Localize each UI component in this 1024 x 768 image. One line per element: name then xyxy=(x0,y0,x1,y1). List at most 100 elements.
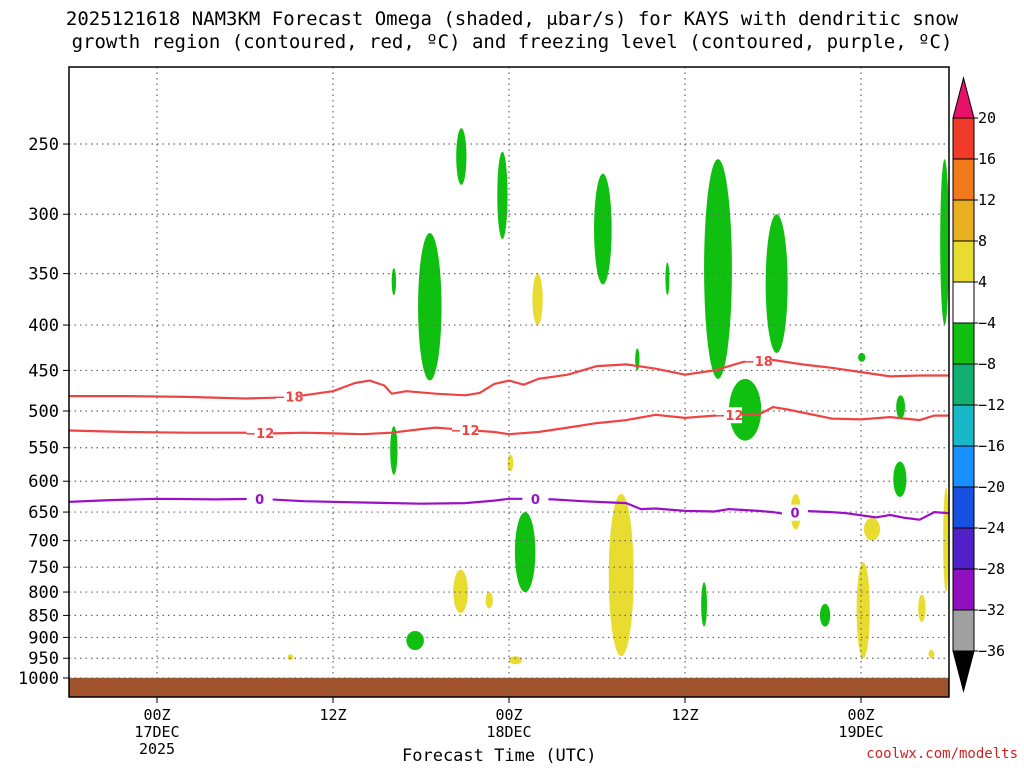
colorbar-slot-3 xyxy=(952,199,975,242)
y-tick-label-1000: 1000 xyxy=(18,669,59,689)
omega-upward-region-14 xyxy=(893,461,907,497)
omega-upward-region-16 xyxy=(701,582,707,627)
y-tick-label-900: 900 xyxy=(28,628,59,648)
y-tick-label-700: 700 xyxy=(28,532,59,552)
x-tick-sublabel-2-0: 18DEC xyxy=(486,723,531,741)
credit-text: coolwx.com/modelts xyxy=(866,746,1018,762)
contour-label-2-1: 0 xyxy=(531,493,540,508)
omega-upward-region-0 xyxy=(418,233,442,381)
x-tick-label-2: 00Z xyxy=(495,706,522,724)
x-tick-label-4: 00Z xyxy=(847,706,874,724)
colorbar-slot-4 xyxy=(952,240,975,283)
colorbar-label-9: −20 xyxy=(978,478,1005,496)
x-tick-sublabel-0-1: 2025 xyxy=(139,740,175,758)
colorbar-label-8: −16 xyxy=(978,437,1005,455)
y-tick-label-400: 400 xyxy=(28,316,59,336)
contour-label-bg-1-1 xyxy=(452,421,478,438)
contour-label-1-2: −12 xyxy=(715,409,744,424)
colorbar-label-0: 20 xyxy=(978,109,996,127)
y-tick-label-600: 600 xyxy=(28,472,59,492)
y-tick-label-950: 950 xyxy=(28,649,59,669)
omega-downward-region-29 xyxy=(928,650,935,659)
omega-downward-region-31 xyxy=(287,654,294,661)
y-tick-label-750: 750 xyxy=(28,558,59,578)
chart-title-line-2: growth region (contoured, red, ºC) and f… xyxy=(71,31,953,53)
colorbar-slot-10 xyxy=(952,486,975,529)
omega-upward-region-8 xyxy=(665,262,670,296)
x-tick-label-1: 12Z xyxy=(319,706,346,724)
colorbar-slot-6 xyxy=(952,322,975,365)
omega-downward-region-22 xyxy=(508,656,523,665)
y-tick-label-250: 250 xyxy=(28,135,59,155)
omega-upward-region-13 xyxy=(896,395,905,419)
colorbar-bottom-arrow xyxy=(952,650,975,693)
colorbar-slot-7 xyxy=(952,363,975,406)
surface-terrain xyxy=(69,677,949,697)
x-tick-label-0: 00Z xyxy=(143,706,170,724)
colorbar-slot-5 xyxy=(952,281,975,324)
contour-label-0-1: −18 xyxy=(744,355,773,370)
omega-upward-region-10 xyxy=(729,378,762,441)
omega-downward-region-24 xyxy=(485,592,493,609)
y-tick-label-850: 850 xyxy=(28,606,59,626)
colorbar-label-6: −8 xyxy=(978,355,996,373)
omega-upward-region-5 xyxy=(514,512,536,593)
contour-line-2 xyxy=(69,497,949,521)
omega-upward-region-12 xyxy=(858,352,866,362)
omega-downward-region-19 xyxy=(608,493,634,657)
y-tick-label-550: 550 xyxy=(28,439,59,459)
y-tick-label-300: 300 xyxy=(28,205,59,225)
colorbar-label-10: −24 xyxy=(978,519,1005,537)
omega-upward-region-2 xyxy=(497,151,508,240)
contour-label-bg-0-1 xyxy=(745,352,772,369)
omega-downward-region-21 xyxy=(453,569,468,614)
omega-downward-region-20 xyxy=(532,273,543,326)
colorbar-slot-1 xyxy=(952,117,975,160)
y-tick-label-450: 450 xyxy=(28,361,59,381)
contour-label-bg-2-0 xyxy=(246,490,273,507)
colorbar-slot-11 xyxy=(952,527,975,570)
contour-label-bg-2-2 xyxy=(782,504,808,521)
colorbar-top-arrow xyxy=(952,76,975,119)
omega-upward-region-15 xyxy=(940,159,949,326)
y-tick-label-800: 800 xyxy=(28,583,59,603)
contour-label-0-0: −18 xyxy=(275,390,304,405)
contour-label-bg-1-2 xyxy=(716,407,742,424)
x-axis-label: Forecast Time (UTC) xyxy=(402,746,597,766)
omega-upward-region-1 xyxy=(456,128,467,185)
colorbar-label-5: −4 xyxy=(978,314,996,332)
contour-label-bg-1-0 xyxy=(246,425,273,442)
contour-label-2-2: 0 xyxy=(790,507,799,522)
colorbar-label-4: 4 xyxy=(978,273,987,291)
colorbar-slot-2 xyxy=(952,158,975,201)
contour-line-0 xyxy=(69,358,949,400)
contour-label-bg-2-1 xyxy=(522,491,549,508)
colorbar-slot-12 xyxy=(952,568,975,611)
omega-upward-region-3 xyxy=(390,426,398,475)
colorbar-slot-9 xyxy=(952,445,975,488)
omega-upward-region-17 xyxy=(819,603,831,627)
contour-line-1 xyxy=(69,406,949,436)
colorbar-label-13: −36 xyxy=(978,642,1005,660)
omega-upward-region-18 xyxy=(406,630,424,651)
omega-downward-region-25 xyxy=(856,562,870,659)
colorbar-label-3: 8 xyxy=(978,232,987,250)
chart-title-line-1: 2025121618 NAM3KM Forecast Omega (shaded… xyxy=(65,8,959,30)
colorbar-label-1: 16 xyxy=(978,150,996,168)
omega-downward-region-28 xyxy=(918,594,926,623)
y-tick-label-350: 350 xyxy=(28,265,59,285)
contour-label-1-1: −12 xyxy=(451,424,480,439)
colorbar-slot-8 xyxy=(952,404,975,447)
omega-downward-region-26 xyxy=(863,517,881,541)
colorbar-label-7: −12 xyxy=(978,396,1005,414)
colorbar-label-11: −28 xyxy=(978,560,1005,578)
contour-label-1-0: −12 xyxy=(245,427,274,442)
x-tick-label-3: 12Z xyxy=(671,706,698,724)
omega-upward-region-6 xyxy=(594,173,612,285)
y-tick-label-500: 500 xyxy=(28,402,59,422)
x-tick-sublabel-4-0: 19DEC xyxy=(838,723,883,741)
contour-label-bg-0-0 xyxy=(276,388,302,405)
omega-upward-region-11 xyxy=(765,214,788,353)
omega-downward-region-30 xyxy=(943,487,949,593)
